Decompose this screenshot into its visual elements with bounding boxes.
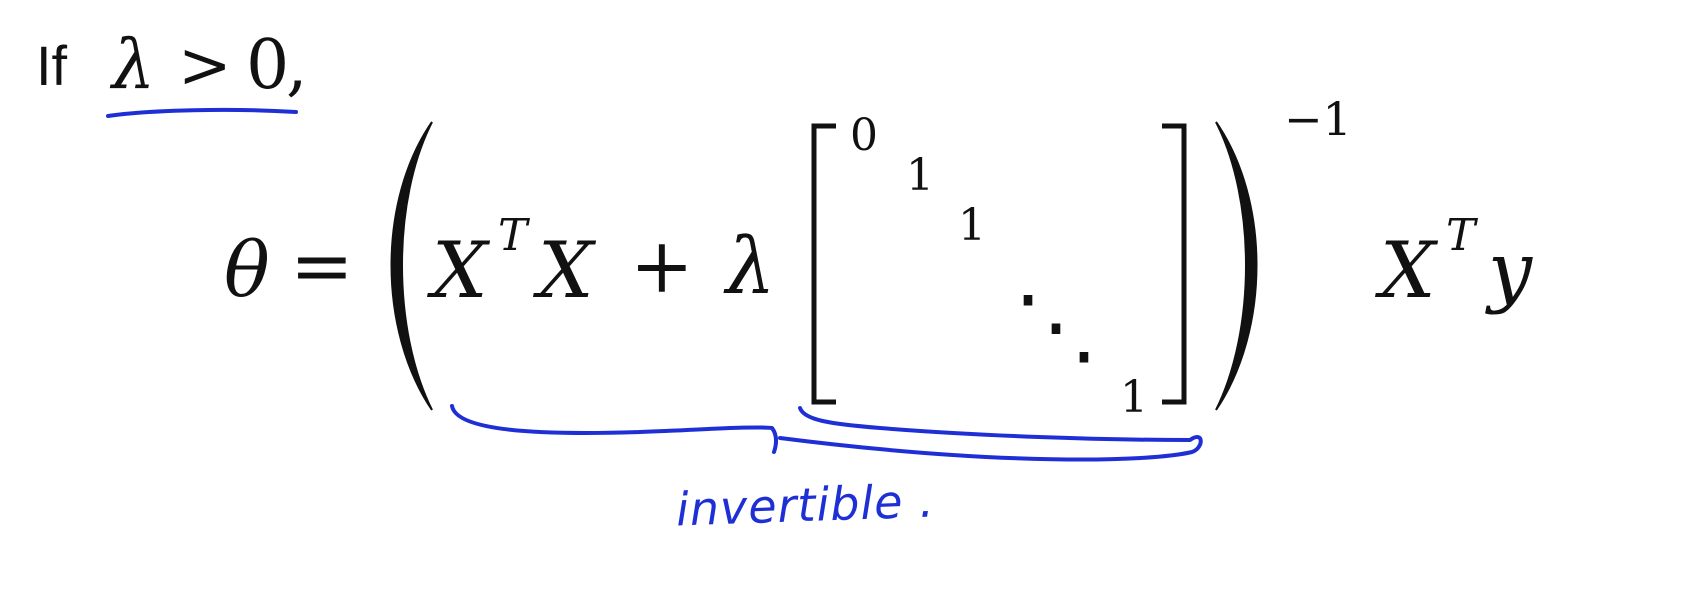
equation-lambda: λ: [726, 222, 776, 312]
condition-lambda: λ: [112, 26, 156, 105]
matrix-entry: 1: [958, 200, 986, 251]
equation-theta: θ: [224, 225, 270, 314]
matrix-right-bracket: [1162, 123, 1187, 405]
equation-equals: =: [290, 221, 354, 310]
handwritten-brace-right: [778, 406, 1203, 462]
handwritten-brace-left: [450, 404, 778, 454]
matrix-entry: 1: [906, 150, 934, 201]
matrix-diagonal-dots: ⋱: [1014, 277, 1098, 375]
inverse-exponent: −1: [1284, 92, 1352, 146]
condition-greater-than: >: [178, 29, 232, 103]
big-left-parenthesis: [390, 121, 433, 411]
handwritten-annotation: invertible .: [675, 473, 936, 537]
big-right-parenthesis: [1215, 121, 1258, 411]
condition-zero: 0: [246, 26, 290, 105]
matrix-entry: 0: [850, 110, 878, 161]
equation-x: X: [432, 226, 488, 316]
if-label: If: [36, 34, 68, 97]
equation-x: X: [538, 226, 594, 316]
equation-transpose-t: T: [498, 210, 528, 261]
condition-comma: ,: [286, 26, 308, 105]
matrix-entry: 1: [1120, 372, 1148, 423]
handwritten-underline: [106, 107, 298, 118]
matrix-left-bracket: [811, 123, 836, 405]
equation-y: y: [1488, 226, 1533, 316]
equation-x: X: [1380, 226, 1436, 316]
equation-plus: +: [630, 221, 694, 310]
equation-transpose-t: T: [1446, 210, 1476, 261]
